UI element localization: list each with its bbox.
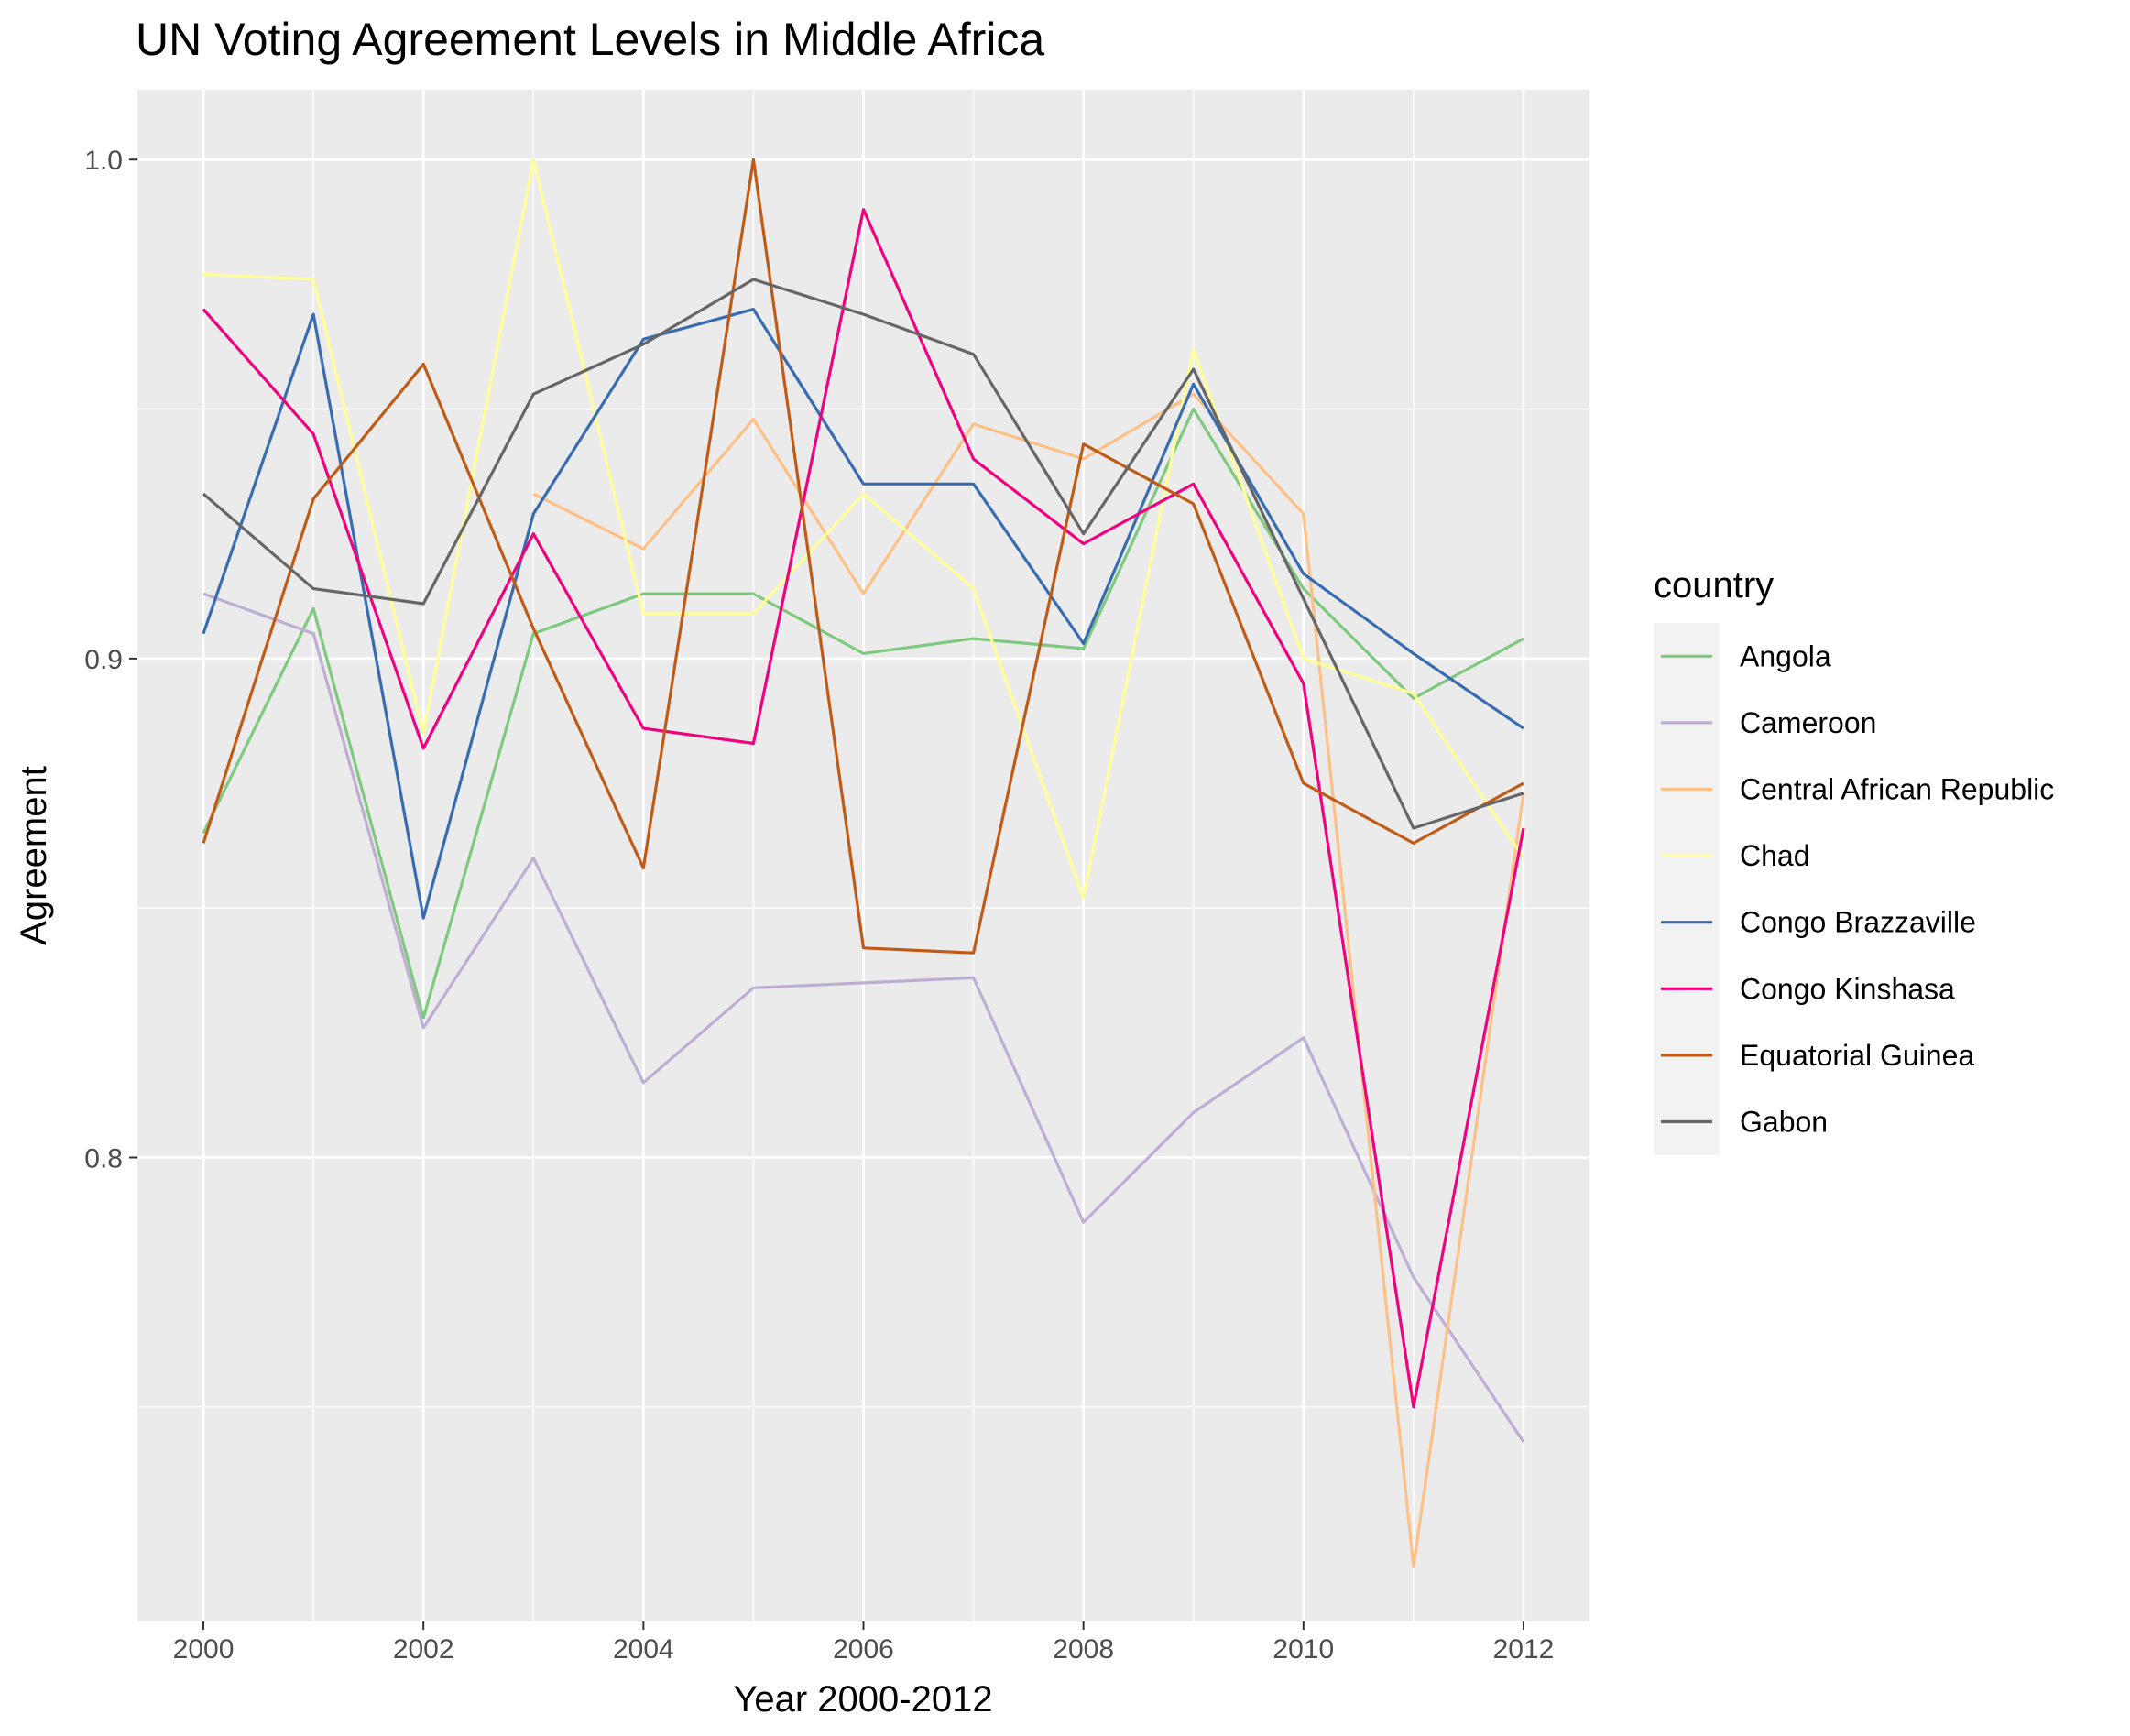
legend-label-cameroon: Cameroon [1740,706,1876,739]
x-axis-title: Year 2000-2012 [733,1679,992,1720]
x-tick-label: 2000 [173,1634,235,1665]
legend: country Angola Cameroon Central African Re… [1654,565,2054,1155]
legend-label-congo-brazzaville: Congo Brazzaville [1740,906,1976,939]
x-tick-label: 2010 [1273,1634,1334,1665]
legend-background [1654,623,1720,1155]
series-line-cameroon [202,592,1525,1443]
x-axis-ticks: 2000 2002 2004 2006 2008 2010 2012 [173,1621,1555,1665]
x-tick-label: 2008 [1053,1634,1114,1665]
legend-label-central-african-republic: Central African Republic [1740,773,2054,806]
legend-label-gabon: Gabon [1740,1106,1828,1139]
series-line-chad [202,158,1525,900]
series-line-equatorial-guinea [202,158,1524,955]
series-line-congo-kinshasa [202,208,1525,1409]
y-tick-label: 1.0 [84,146,123,176]
series-line-congo-brazzaville [202,308,1524,920]
y-axis-ticks: 0.8 0.9 1.0 [84,146,137,1174]
chart-title: UN Voting Agreement Levels in Middle Afr… [136,14,1044,65]
series-line-angola [202,408,1524,1020]
x-tick-label: 2002 [393,1634,454,1665]
y-tick-label: 0.8 [84,1143,123,1174]
legend-label-angola: Angola [1740,639,1831,672]
legend-label-congo-kinshasa: Congo Kinshasa [1740,972,1955,1005]
x-tick-label: 2012 [1493,1634,1555,1665]
x-tick-label: 2004 [613,1634,674,1665]
y-tick-label: 0.9 [84,645,123,675]
y-axis-title: Agreement [14,766,54,945]
legend-label-chad: Chad [1740,839,1810,872]
series-line-gabon [202,278,1524,830]
x-tick-label: 2006 [833,1634,894,1665]
legend-items: Angola Cameroon Central African Republic Ch… [1661,639,2054,1139]
series-lines [202,158,1525,1568]
legend-title: country [1654,565,1774,606]
legend-label-equatorial-guinea: Equatorial Guinea [1740,1039,1974,1072]
